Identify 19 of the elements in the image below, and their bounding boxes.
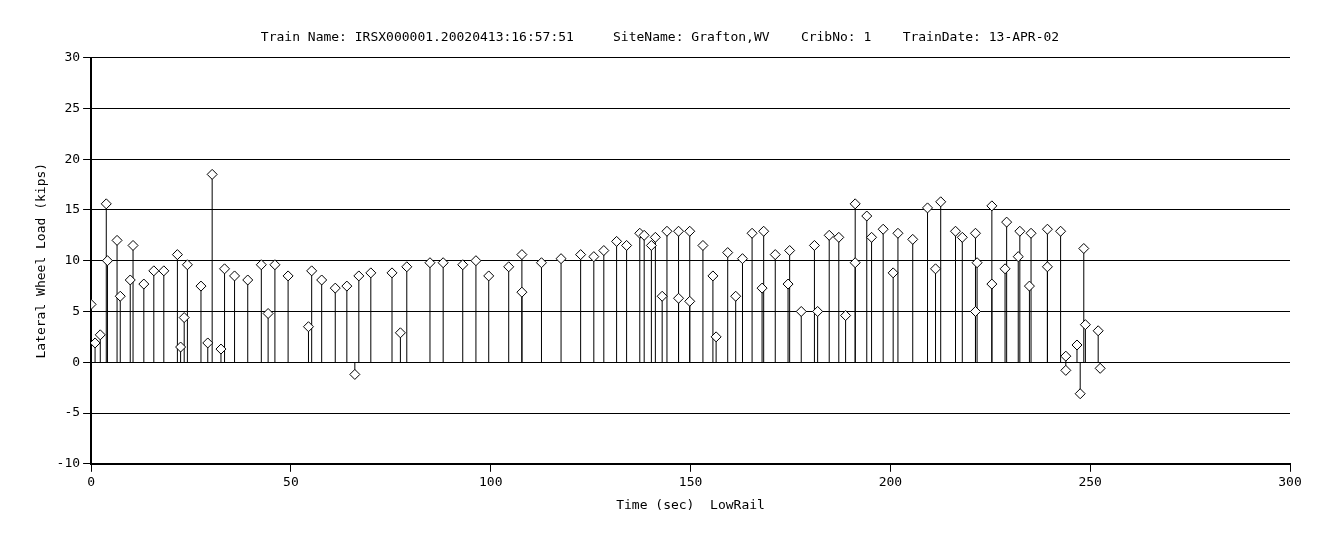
y-tick-label: 20 [64, 150, 81, 166]
x-tick-label: 150 [678, 473, 703, 489]
x-tick-label: 200 [878, 473, 903, 489]
y-axis-title: Lateral Wheel Load (kips) [33, 162, 49, 359]
y-tick-label: 10 [64, 252, 81, 268]
x-tick-label: 0 [87, 473, 95, 489]
y-tick-label: 0 [72, 353, 81, 369]
y-tick-label: 5 [72, 302, 81, 318]
y-tick-label: -5 [64, 404, 81, 420]
y-tick-label: 15 [64, 201, 81, 217]
y-tick-label: 30 [64, 48, 81, 64]
x-tick-label: 100 [478, 473, 503, 489]
x-axis-title: Time (sec) LowRail [616, 496, 765, 512]
y-tick-label: -10 [56, 455, 81, 471]
x-tick-label: 300 [1278, 473, 1302, 489]
y-tick-label: 25 [64, 99, 81, 115]
chart-title: Train Name: IRSX000001.20020413:16:57:51 SiteName: Grafton,WV CribNo: 1 TrainDate: 13-APR-02 [260, 29, 1060, 45]
x-tick-label: 50 [283, 473, 299, 489]
x-tick-label: 250 [1078, 473, 1102, 489]
